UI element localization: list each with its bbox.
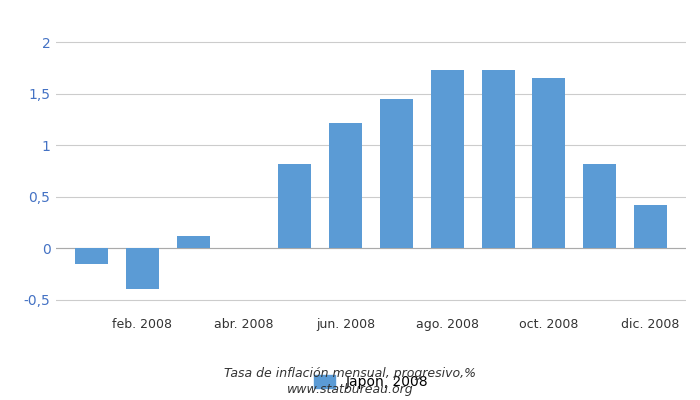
Bar — [126, 248, 159, 289]
Bar — [176, 236, 210, 248]
Bar — [380, 99, 413, 248]
Bar — [532, 78, 566, 248]
Bar — [75, 248, 108, 264]
Bar — [329, 122, 362, 248]
Bar — [482, 70, 514, 248]
Bar — [430, 70, 463, 248]
Text: Tasa de inflación mensual, progresivo,%: Tasa de inflación mensual, progresivo,% — [224, 368, 476, 380]
Bar — [583, 164, 616, 248]
Text: www.statbureau.org: www.statbureau.org — [287, 384, 413, 396]
Bar — [279, 164, 312, 248]
Bar — [634, 205, 667, 248]
Legend: Japón, 2008: Japón, 2008 — [308, 369, 434, 395]
